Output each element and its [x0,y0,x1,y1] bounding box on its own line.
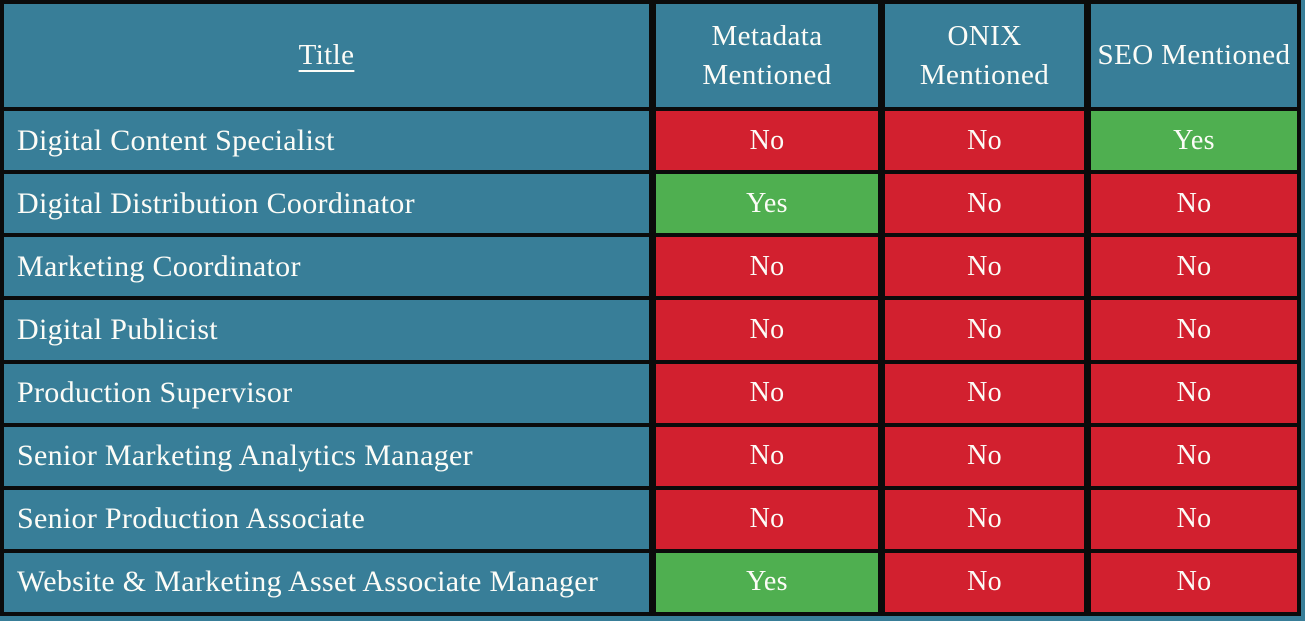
row-title-cell: Website & Marketing Asset Associate Mana… [4,552,649,612]
value-cell: No [1091,174,1297,234]
column-header-title-label: Title [298,39,355,72]
row-title-cell: Digital Content Specialist [4,111,649,171]
row-title-cell: Marketing Coordinator [4,237,649,297]
value-cell: No [1091,300,1297,360]
value-cell: No [656,111,878,171]
value-cell: Yes [1091,111,1297,171]
column-header-title: Title [4,4,649,107]
value-cell: No [885,552,1084,612]
column-header-metadata-mentioned: Metadata Mentioned [656,4,878,107]
value-cell: No [1091,552,1297,612]
column-header-seo-mentioned: SEO Mentioned [1091,4,1297,107]
value-cell: No [656,237,878,297]
value-cell: No [656,363,878,423]
value-cell: No [885,489,1084,549]
value-cell: No [656,426,878,486]
value-cell: Yes [656,174,878,234]
value-cell: Yes [656,552,878,612]
value-cell: No [656,489,878,549]
row-title-cell: Digital Distribution Coordinator [4,174,649,234]
column-header-onix-mentioned: ONIX Mentioned [885,4,1084,107]
value-cell: No [885,111,1084,171]
value-cell: No [885,300,1084,360]
value-cell: No [1091,489,1297,549]
row-title-cell: Digital Publicist [4,300,649,360]
row-title-cell: Senior Production Associate [4,489,649,549]
value-cell: No [1091,426,1297,486]
row-title-cell: Production Supervisor [4,363,649,423]
row-title-cell: Senior Marketing Analytics Manager [4,426,649,486]
value-cell: No [1091,363,1297,423]
value-cell: No [885,426,1084,486]
value-cell: No [885,174,1084,234]
value-cell: No [885,363,1084,423]
value-cell: No [885,237,1084,297]
value-cell: No [656,300,878,360]
value-cell: No [1091,237,1297,297]
